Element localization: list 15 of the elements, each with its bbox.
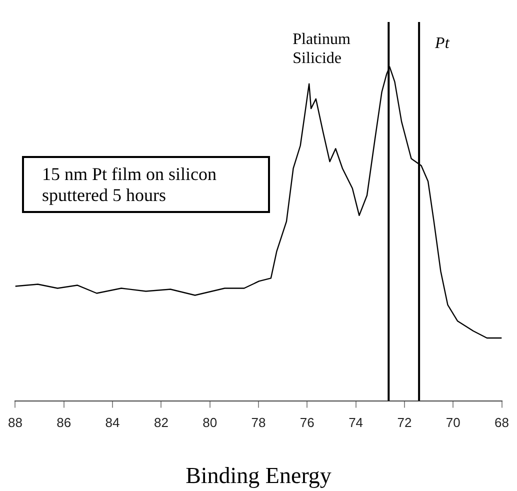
x-tick-label: 80 (202, 415, 218, 430)
x-tick-label: 68 (494, 415, 510, 430)
x-tick-label: 84 (105, 415, 120, 430)
x-tick-label: 78 (251, 415, 266, 430)
x-tick-label: 70 (446, 415, 460, 430)
ref-line-label: Platinum Silicide (292, 31, 351, 67)
ref-line-label: Pt (434, 35, 450, 52)
x-tick-label: 74 (348, 415, 364, 430)
x-tick-label: 88 (8, 415, 22, 430)
x-axis-title: Binding Energy (186, 463, 332, 488)
x-tick-label: 82 (154, 415, 168, 430)
x-tick-label: 86 (56, 415, 72, 430)
x-tick-label: 72 (397, 415, 412, 430)
annotation: 15 nm Pt film on silicon sputtered 5 hours (22, 156, 270, 213)
x-tick-label: 76 (300, 415, 314, 430)
